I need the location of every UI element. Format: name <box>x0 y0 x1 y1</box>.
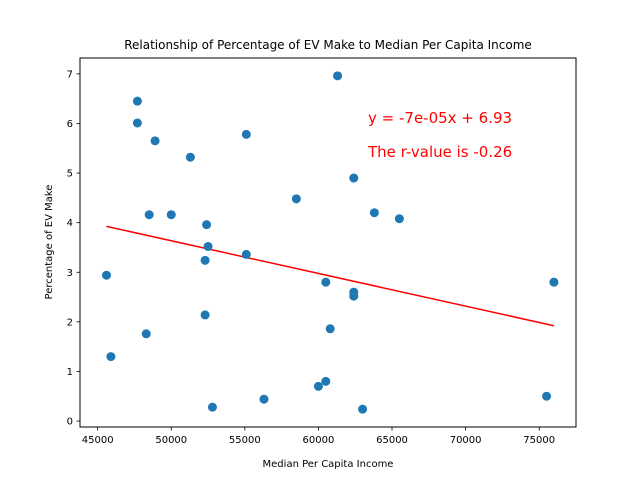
x-tick-label: 45000 <box>82 435 114 446</box>
x-tick-label: 75000 <box>523 435 555 446</box>
data-point <box>202 220 212 230</box>
y-tick-label: 7 <box>67 69 73 80</box>
data-point <box>358 404 368 414</box>
data-point <box>259 394 269 404</box>
data-point <box>141 329 151 339</box>
data-point <box>325 324 335 334</box>
data-point <box>369 208 379 218</box>
data-point <box>241 129 251 139</box>
data-point <box>321 277 331 287</box>
data-point <box>101 270 111 280</box>
data-point <box>349 173 359 183</box>
data-point <box>185 152 195 162</box>
y-axis-label: Percentage of EV Make <box>44 185 55 300</box>
y-tick-label: 4 <box>67 218 73 229</box>
plot-frame <box>79 57 577 428</box>
x-tick-label: 65000 <box>376 435 408 446</box>
data-point <box>321 376 331 386</box>
data-point <box>132 118 142 128</box>
chart-title: Relationship of Percentage of EV Make to… <box>124 38 532 52</box>
data-point <box>150 136 160 146</box>
data-point <box>549 277 559 287</box>
annotation-equation: y = -7e-05x + 6.93 <box>368 109 512 127</box>
data-point <box>349 291 359 301</box>
y-tick-label: 1 <box>67 367 73 378</box>
y-tick-label: 2 <box>67 317 73 328</box>
y-tick-label: 5 <box>67 169 73 180</box>
data-point <box>144 210 154 220</box>
x-axis-label: Median Per Capita Income <box>263 459 394 470</box>
data-point <box>207 402 217 412</box>
data-point <box>106 352 116 362</box>
y-tick-label: 6 <box>67 119 73 130</box>
data-point <box>166 210 176 220</box>
x-tick-label: 60000 <box>303 435 335 446</box>
annotation-r-value: The r-value is -0.26 <box>367 143 512 161</box>
data-point <box>132 96 142 106</box>
data-point <box>291 194 301 204</box>
y-tick-label: 3 <box>67 268 73 279</box>
data-point <box>241 249 251 259</box>
regression-line <box>106 225 555 327</box>
data-point <box>203 241 213 251</box>
x-tick-label: 70000 <box>450 435 482 446</box>
data-point <box>394 214 404 224</box>
data-point <box>313 381 323 391</box>
y-tick-label: 0 <box>67 417 73 428</box>
data-point <box>200 255 210 265</box>
data-point <box>542 391 552 401</box>
x-tick-label: 50000 <box>155 435 187 446</box>
data-point <box>200 310 210 320</box>
x-tick-label: 55000 <box>229 435 261 446</box>
data-point <box>333 71 343 81</box>
